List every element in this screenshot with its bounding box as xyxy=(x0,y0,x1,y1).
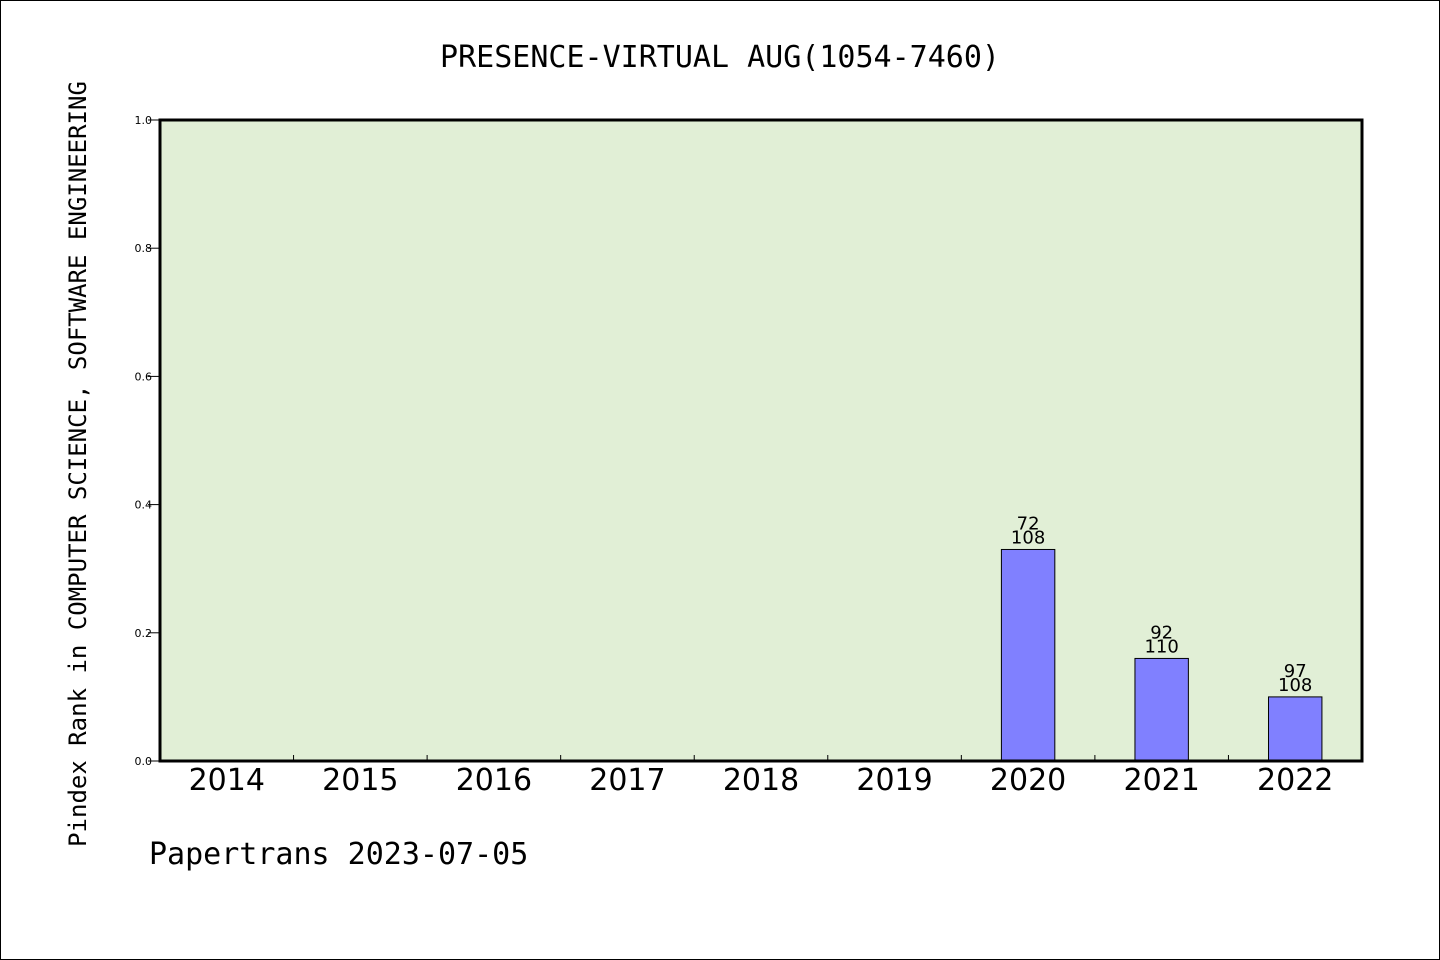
x-tick-label: 2020 xyxy=(990,763,1066,798)
bar-rank-label: 97 xyxy=(1284,661,1307,682)
x-tick-label: 2018 xyxy=(723,763,799,798)
footer-credit: Papertrans 2023-07-05 xyxy=(149,837,528,872)
x-axis-ticks: 2014 2015 2016 2017 2018 2019 2020 2021 2022 xyxy=(189,755,1333,798)
x-tick-label: 2016 xyxy=(456,763,532,798)
x-tick-label: 2022 xyxy=(1257,763,1333,798)
plot-background xyxy=(160,120,1362,761)
y-tick-label: 1.0 xyxy=(135,114,153,127)
chart-title: PRESENCE-VIRTUAL AUG(1054-7460) xyxy=(440,40,1000,75)
y-tick-label: 0.8 xyxy=(135,242,153,255)
x-tick-label: 2021 xyxy=(1123,763,1199,798)
bar-rank-label: 92 xyxy=(1150,622,1173,643)
x-tick-label: 2019 xyxy=(856,763,932,798)
x-tick-label: 2015 xyxy=(322,763,398,798)
x-tick-label: 2017 xyxy=(589,763,665,798)
bar-total-label: 110 xyxy=(1144,636,1178,657)
y-tick-label: 0.6 xyxy=(135,370,153,383)
bar-total-label: 108 xyxy=(1011,527,1045,548)
bar-2022 xyxy=(1268,696,1323,762)
y-axis-label: Pindex Rank in COMPUTER SCIENCE, SOFTWAR… xyxy=(64,81,92,847)
y-tick-label: 0.2 xyxy=(135,627,153,640)
bars-group xyxy=(1000,548,1323,762)
bar-2021 xyxy=(1134,657,1189,762)
bar-rank-label: 72 xyxy=(1017,513,1040,534)
plot-frame xyxy=(158,118,1364,763)
y-axis-ticks: 0.0 0.2 0.4 0.6 0.8 1.0 xyxy=(135,114,160,768)
y-tick-label: 0.4 xyxy=(135,499,153,512)
bar-total-label: 108 xyxy=(1278,675,1312,696)
bar-2020 xyxy=(1000,548,1056,762)
y-tick-label: 0.0 xyxy=(135,755,153,768)
x-tick-label: 2014 xyxy=(189,763,265,798)
